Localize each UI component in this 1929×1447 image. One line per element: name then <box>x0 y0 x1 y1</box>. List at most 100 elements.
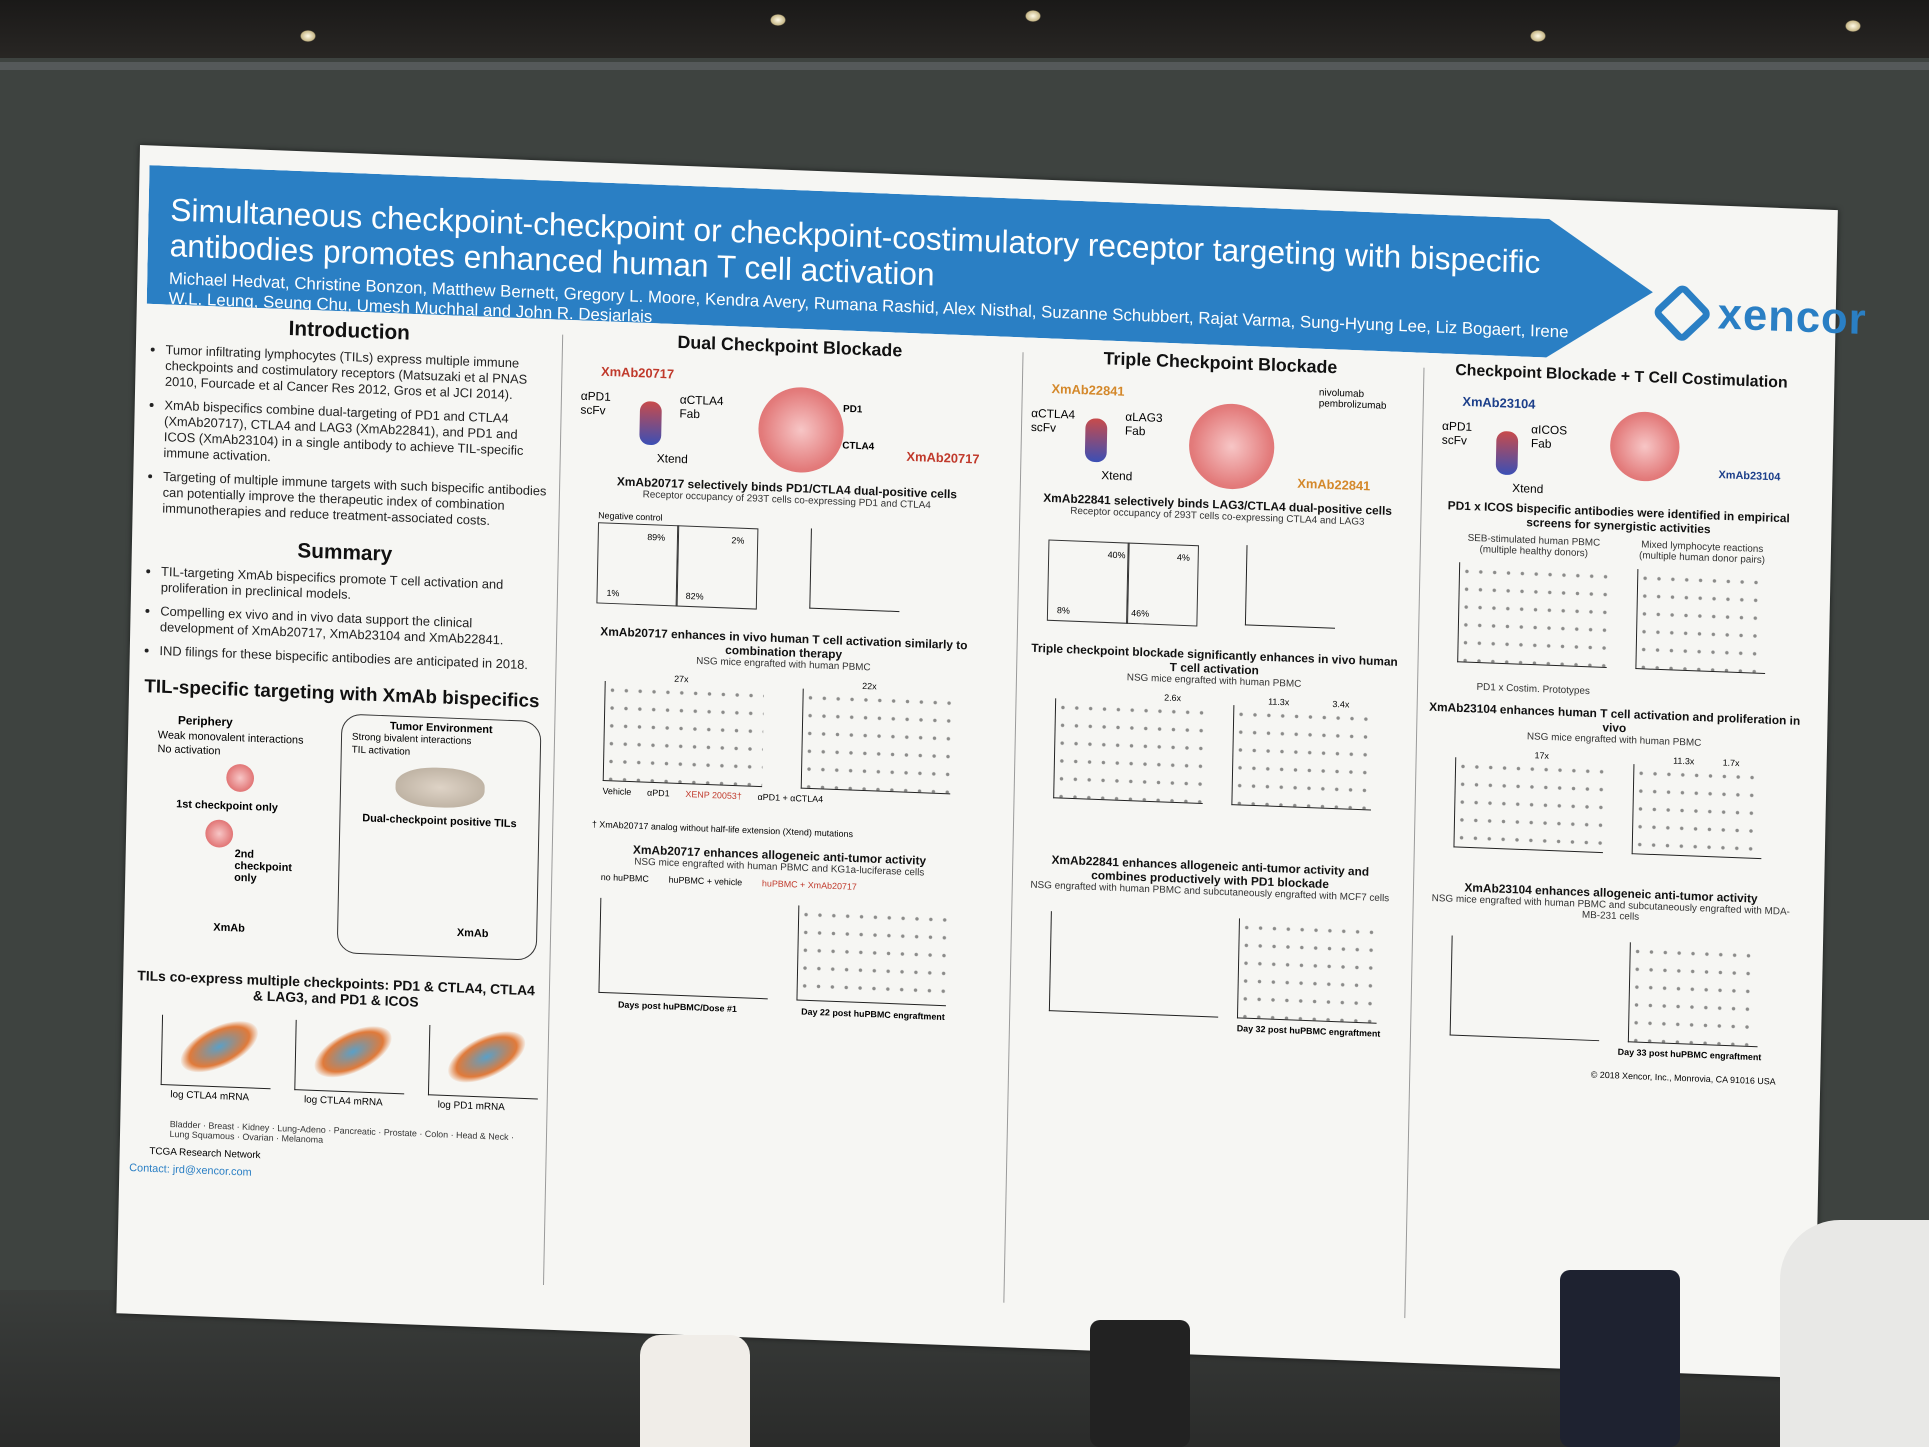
data-dots <box>1632 764 1764 859</box>
pct-label: 4% <box>1176 552 1190 563</box>
tumor-plots: Day 32 post huPBMC engraftment <box>1019 900 1398 1043</box>
cd45-dotplot <box>1053 698 1205 805</box>
xmab-label: XmAb <box>213 921 245 935</box>
x-axis-label: Days post huPBMC/Dose #1 <box>617 999 737 1015</box>
receptor-label: PD1 <box>842 403 863 416</box>
tumor-growth-chart <box>598 897 770 1000</box>
scatter-cloud <box>306 1015 400 1088</box>
fold-label: 17x <box>1534 750 1550 761</box>
pd1-ctla4-scatter <box>160 1010 272 1090</box>
person <box>1560 1270 1680 1447</box>
triple-schematic: XmAb22841 αCTLA4 scFv αLAG3 Fab Xtend ni… <box>1030 367 1409 505</box>
flow-plots: 40% 4% 8% 46% <box>1027 527 1406 655</box>
data-dots <box>1054 698 1205 804</box>
xencor-mark-icon <box>1651 282 1714 344</box>
intro-bullet: XmAb bispecifics combine dual-targeting … <box>163 398 550 476</box>
tumor-day22-dotplot <box>796 905 948 1007</box>
person-legs <box>1090 1320 1190 1447</box>
group-label: αPD1 <box>647 787 670 799</box>
summary-list: TIL-targeting XmAb bispecifics promote T… <box>140 563 548 674</box>
person-legs <box>640 1335 750 1447</box>
legend-item: no huPBMC <box>600 872 649 884</box>
invivo-plots: 17x 11.3x 1.7x <box>1423 746 1802 889</box>
mlr-label: Mixed lymphocyte reactions (multiple hum… <box>1638 539 1766 567</box>
bispecific-antibody-icon <box>639 400 662 446</box>
arm1-label: αCTLA4 scFv <box>1030 406 1076 435</box>
tumor-day33-dotplot <box>1627 942 1760 1048</box>
logo-text: xencor <box>1717 289 1868 345</box>
fold-label: 11.3x <box>1268 696 1290 708</box>
flow-plots: Negative control 89% 2% 1% 82% <box>566 509 1004 640</box>
legend-item: Head & Neck <box>455 1130 509 1142</box>
pct-label: 2% <box>731 535 745 546</box>
fold-label: 3.4x <box>1332 699 1350 710</box>
data-dots <box>1237 918 1379 1023</box>
xtend-label: Xtend <box>1101 468 1133 484</box>
legend-item: huPBMC + vehicle <box>668 874 743 888</box>
pct-label: 82% <box>685 590 704 602</box>
tumor-plots: Day 33 post huPBMC engraftment <box>1419 924 1798 1077</box>
cd45-dotplot <box>602 681 765 788</box>
invivo-plots: 2.6x 11.3x 3.4x <box>1023 687 1402 850</box>
legend-item: Melanoma <box>281 1133 324 1145</box>
ceiling-light <box>1530 30 1546 42</box>
il2-dotplot <box>1457 562 1609 668</box>
intro-bullet: Targeting of multiple immune targets wit… <box>162 469 549 531</box>
proto-label: PD1 x Costim. Prototypes <box>1476 681 1590 698</box>
ceiling-light <box>1845 20 1861 32</box>
intro-bullet: Tumor infiltrating lymphocytes (TILs) ex… <box>165 342 552 404</box>
tumor-plots: Days post huPBMC/Dose #1 Day 22 post huP… <box>558 886 996 1031</box>
ceiling-light <box>1025 10 1041 22</box>
ctl-cell-icon <box>757 385 845 475</box>
data-dots <box>1454 757 1605 853</box>
summary-bullet: Compelling ex vivo and in vivo data supp… <box>160 604 547 651</box>
scatter-cloud <box>172 1010 266 1083</box>
receptor-label: CTLA4 <box>842 440 875 453</box>
xtend-label: Xtend <box>656 451 688 467</box>
icos-pd1-scatter <box>427 1020 540 1100</box>
ctl-cell-icon <box>1188 402 1276 491</box>
data-dots <box>797 905 948 1006</box>
group-label: XENP 20053† <box>685 789 742 802</box>
neg-control-label: Negative control <box>598 510 663 523</box>
tumor-day32-dotplot <box>1236 918 1379 1024</box>
ifn-dotplot <box>800 688 953 795</box>
triple-column: Triple Checkpoint Blockade XmAb22841 αCT… <box>1013 346 1409 1350</box>
second-only-label: 2nd checkpoint only <box>234 848 293 885</box>
molecule-name: XmAb23104 <box>1718 469 1781 484</box>
arm1-label: αPD1 scFv <box>1441 418 1473 448</box>
t-cell-icon <box>205 819 234 849</box>
cd45-dotplot <box>1453 757 1605 854</box>
group-label: Vehicle <box>602 785 632 797</box>
costim-schematic: XmAb23104 αPD1 scFv αICOS Fab Xtend XmAb… <box>1431 379 1810 512</box>
data-dots <box>801 688 953 794</box>
pd1-antibodies: nivolumab pembrolizumab <box>1318 387 1387 412</box>
board-rail <box>0 62 1929 70</box>
first-only-label: 1st checkpoint only <box>176 798 279 815</box>
data-dots <box>1628 942 1760 1047</box>
arm1-label: αPD1 scFv <box>580 388 611 418</box>
x-axis-label: log CTLA4 mRNA <box>303 1094 383 1109</box>
group-label: αPD1 + αCTLA4 <box>757 791 824 805</box>
coexpress-heading: TILs co-express multiple checkpoints: PD… <box>137 967 535 1010</box>
arm2-label: αICOS Fab <box>1530 422 1568 451</box>
fold-label: 22x <box>862 680 877 692</box>
pct-label: 1% <box>606 587 620 599</box>
periphery-label: Periphery <box>177 713 233 730</box>
til-diagram: Periphery Weak monovalent interactions N… <box>134 706 545 969</box>
data-dots <box>603 681 765 787</box>
intro-list: Tumor infiltrating lymphocytes (TILs) ex… <box>142 341 551 531</box>
xencor-logo: xencor <box>1651 282 1868 345</box>
screen-plots: SEB-stimulated human PBMC (multiple heal… <box>1427 531 1807 714</box>
molecule-name: XmAb22841 <box>1051 381 1125 399</box>
white-chair <box>1780 1220 1929 1447</box>
occupancy-curve <box>809 528 902 613</box>
fold-label: 2.6x <box>1164 692 1182 704</box>
tumor-growth-chart <box>1449 935 1602 1042</box>
arm2-label: αLAG3 Fab <box>1124 409 1163 439</box>
ifn-dotplot <box>1635 569 1768 675</box>
legend-item: Prostate <box>383 1127 418 1139</box>
occupancy-curve <box>1244 545 1337 629</box>
ifn-dotplot <box>1631 764 1764 860</box>
coexpress-plots: log CTLA4 mRNA log CTLA4 mRNA log PD1 mR… <box>130 1009 540 1133</box>
